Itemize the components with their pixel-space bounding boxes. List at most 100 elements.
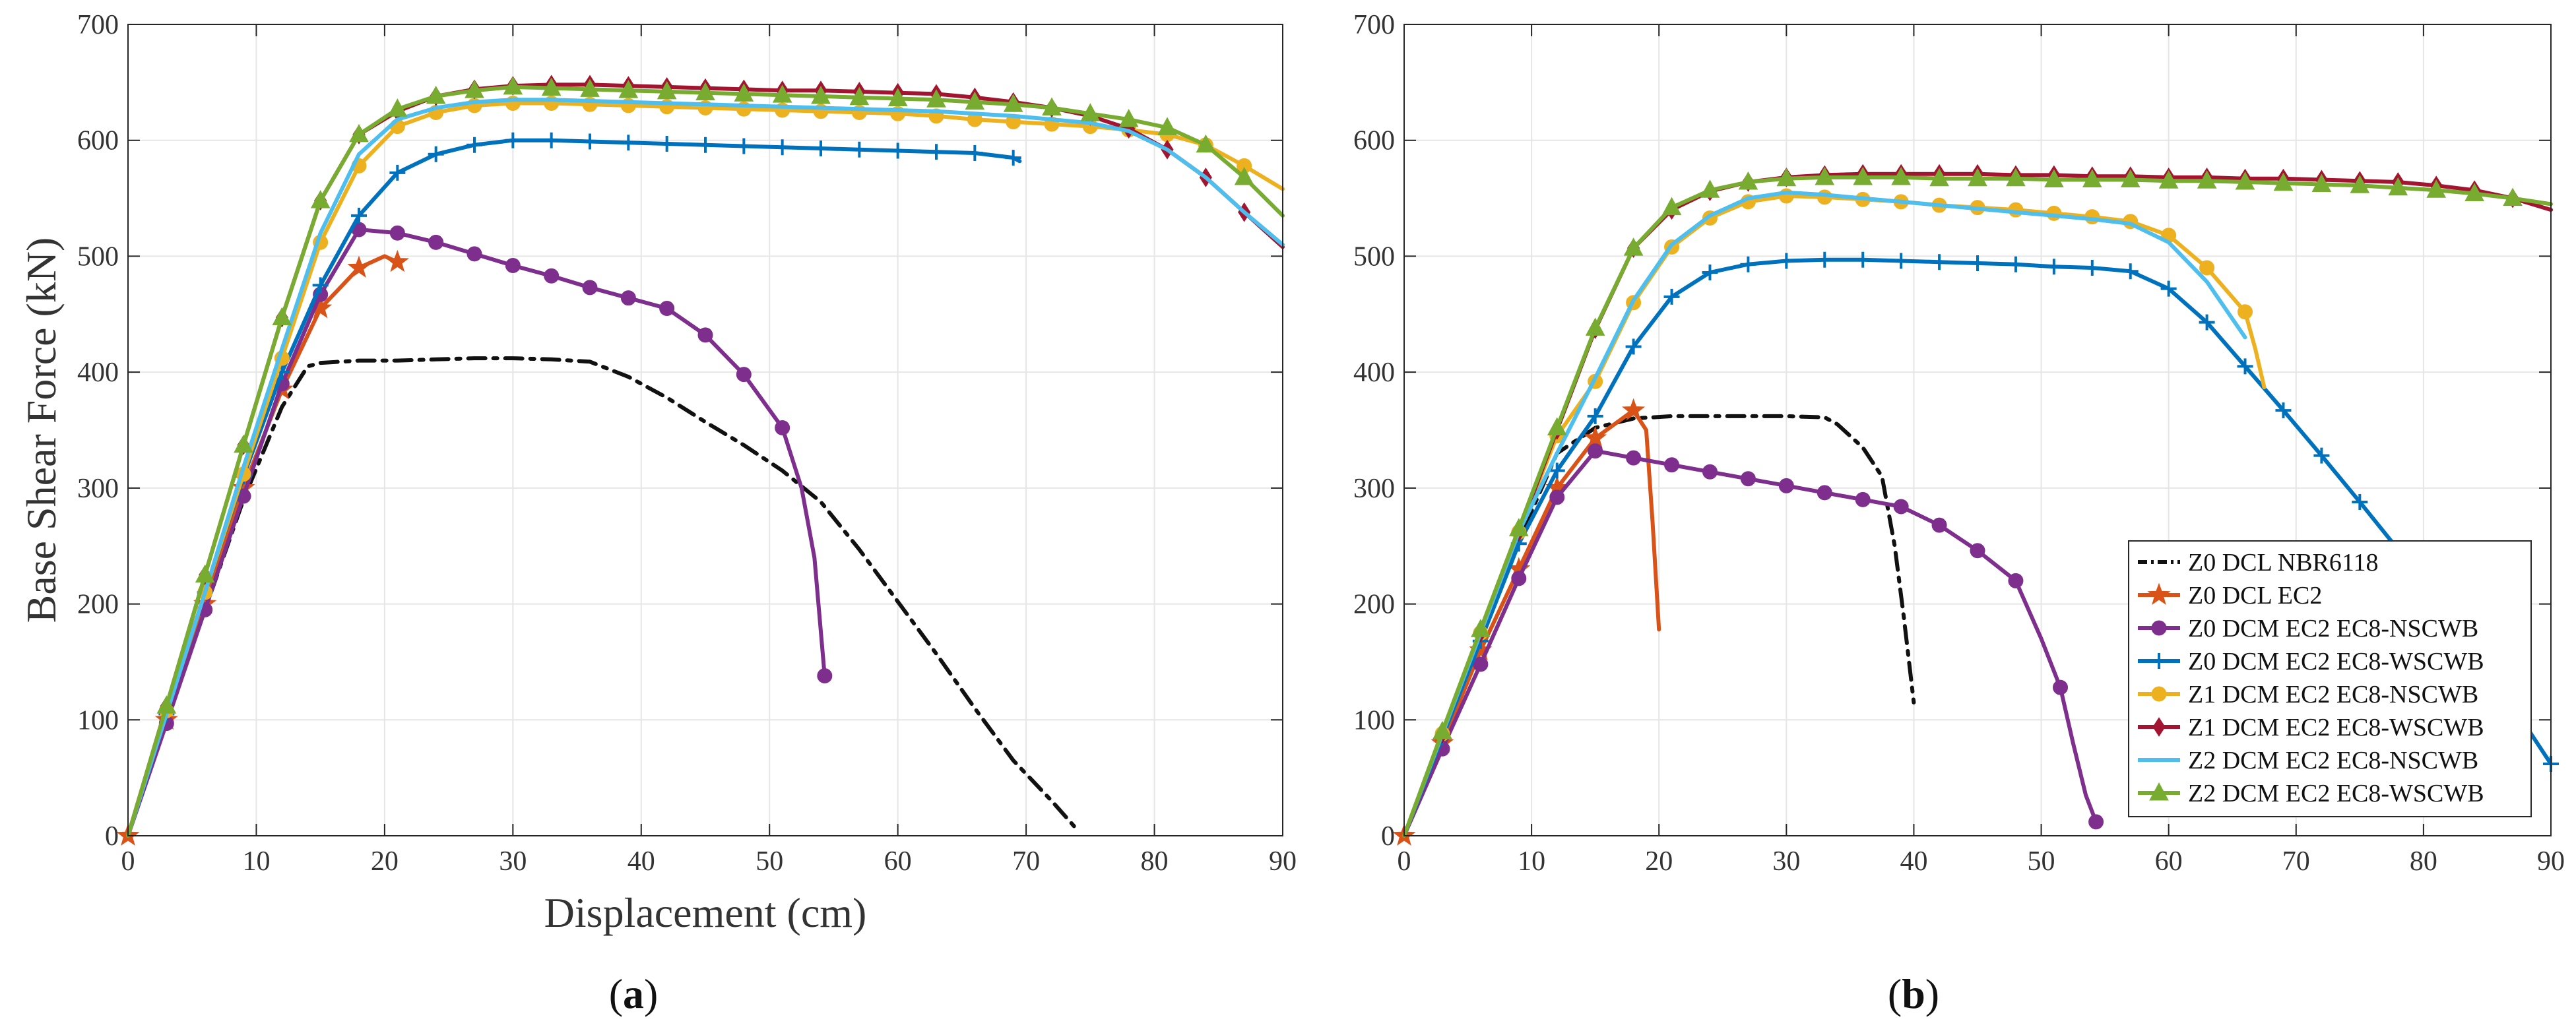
panel-a-z0-dcm-ec2-ec8-wscwb-point-6 xyxy=(389,164,406,181)
panel-a-xtick-3: 30 xyxy=(499,846,527,877)
panel-a-z2-dcm-ec2-ec8-wscwb-point-5 xyxy=(349,123,369,142)
panel-b-z2-dcm-ec2-ec8-wscwb-point-18 xyxy=(2120,169,2141,187)
panel-b-z0-dcm-ec2-ec8-nscwb-point-8 xyxy=(1740,471,1756,487)
panel-b-z0-dcm-ec2-ec8-wscwb-point-22 xyxy=(2275,402,2292,419)
panel-b-z0-dcm-ec2-ec8-wscwb-point-5 xyxy=(1625,338,1642,355)
panel-b-line-z0-dcl-ec2 xyxy=(1402,408,1661,838)
panel-b-xtick-3: 30 xyxy=(1772,846,1800,877)
panel-b-series-z2-dcm-ec2-ec8-nscwb xyxy=(1402,190,2247,838)
legend-marker-z0-dcm-ec2-ec8-nscwb xyxy=(2151,620,2167,636)
panel-a-xtick-1: 10 xyxy=(242,846,270,877)
panel-a-z0-dcm-ec2-ec8-nscwb-point-15 xyxy=(736,367,752,383)
panel-b-z0-dcm-ec2-ec8-nscwb-point-6 xyxy=(1664,457,1680,473)
panel-b-z2-dcm-ec2-ec8-wscwb-point-9 xyxy=(1776,168,1797,187)
panel-b-ytick-3: 300 xyxy=(1353,474,1395,504)
panel-a-z0-dcm-ec2-ec8-wscwb-point-22 xyxy=(1005,150,1021,166)
panel-b-z2-dcm-ec2-ec8-wscwb-point-6 xyxy=(1661,197,1682,216)
panel-b-z2-dcm-ec2-ec8-wscwb-point-23 xyxy=(2311,173,2332,192)
panel-b-ticks: 0 10 20 30 40 50 60 70 80 90 0 100 200 300 400 500 600 70… xyxy=(1353,10,2565,877)
panel-a-z2-dcm-ec2-ec8-wscwb-point-20 xyxy=(926,89,946,108)
panel-b-z2-dcm-ec2-ec8-wscwb-point-13 xyxy=(1929,168,1949,187)
panel-a-z0-dcm-ec2-ec8-wscwb-point-8 xyxy=(467,137,482,153)
panel-a-xtick-6: 60 xyxy=(884,846,912,877)
panel-a-z2-dcm-ec2-ec8-wscwb-point-24 xyxy=(1080,103,1101,121)
panel-a-z0-dcm-ec2-ec8-wscwb-point-16 xyxy=(774,139,790,156)
legend-label-z2-dcm-ec2-ec8-nscwb: Z2 DCM EC2 EC8-NSCWB xyxy=(2188,747,2478,774)
panel-b-xtick-0: 0 xyxy=(1398,846,1411,877)
panel-a-z0-dcm-ec2-ec8-wscwb-point-7 xyxy=(428,146,444,162)
panel-a-xtick-9: 90 xyxy=(1269,846,1297,877)
legend-label-z1-dcm-ec2-ec8-wscwb: Z1 DCM EC2 EC8-WSCWB xyxy=(2188,714,2484,741)
panel-b-axes-box xyxy=(1403,24,2552,836)
panel-b-z1-dcm-ec2-ec8-nscwb-point-20 xyxy=(2199,260,2215,276)
panel-b-z0-dcm-ec2-ec8-wscwb-point-10 xyxy=(1817,251,1833,268)
legend-box xyxy=(2128,540,2532,817)
panel-a-ytick-2: 200 xyxy=(77,590,119,620)
panel-a-z0-dcm-ec2-ec8-nscwb-point-11 xyxy=(582,280,598,296)
panel-b-z2-dcm-ec2-ec8-wscwb-point-5 xyxy=(1623,237,1644,256)
panel-a-z2-dcm-ec2-ec8-wscwb-point-8 xyxy=(465,80,484,98)
panel-b-z0-dcm-ec2-ec8-nscwb-point-16 xyxy=(2053,679,2069,695)
panel-a-z0-dcm-ec2-ec8-wscwb-point-17 xyxy=(813,141,829,157)
panel-b-z2-dcm-ec2-ec8-wscwb-point-17 xyxy=(2082,169,2102,187)
panel-a: 0 10 20 30 40 50 60 70 80 90 0 100 200 300 400 500 600 70… xyxy=(18,10,1297,1017)
panel-a-z2-dcm-ec2-ec8-wscwb-point-11 xyxy=(580,78,600,97)
panel-b-xtick-4: 40 xyxy=(1900,846,1927,877)
panel-a-z0-dcm-ec2-ec8-wscwb-point-10 xyxy=(543,132,560,148)
legend-label-z0-dcm-ec2-ec8-nscwb: Z0 DCM EC2 EC8-NSCWB xyxy=(2188,615,2478,643)
panel-a-z0-dcm-ec2-ec8-nscwb-point-7 xyxy=(428,234,444,250)
panel-b-label-open: ( xyxy=(1888,970,1902,1017)
panel-b-z0-dcm-ec2-ec8-nscwb-point-3 xyxy=(1549,489,1565,505)
panel-a-z2-dcm-ec2-ec8-wscwb-point-23 xyxy=(1042,97,1062,116)
legend-marker-z1-dcm-ec2-ec8-nscwb xyxy=(2151,686,2167,702)
legend: Z0 DCL NBR6118 Z0 DCL EC2 Z0 DCM EC2 EC8-N… xyxy=(2128,540,2532,817)
panel-a-z2-dcm-ec2-ec8-wscwb-point-27 xyxy=(1196,134,1216,153)
panel-a-z0-dcm-ec2-ec8-nscwb-point-10 xyxy=(544,268,560,284)
panel-b-label-close: ) xyxy=(1925,970,1939,1017)
panel-b-xtick-9: 90 xyxy=(2537,846,2565,877)
panel-b-ytick-2: 200 xyxy=(1353,590,1395,620)
legend-label-z1-dcm-ec2-ec8-nscwb: Z1 DCM EC2 EC8-NSCWB xyxy=(2188,681,2478,708)
panel-b-xtick-6: 60 xyxy=(2155,846,2183,877)
panel-a-z2-dcm-ec2-ec8-wscwb-point-21 xyxy=(965,91,985,110)
panel-a-z0-dcm-ec2-ec8-nscwb-point-16 xyxy=(775,420,790,435)
panel-b-ytick-7: 700 xyxy=(1353,10,1395,40)
panel-b-xtick-7: 70 xyxy=(2282,846,2310,877)
legend-label-z0-dcm-ec2-ec8-wscwb: Z0 DCM EC2 EC8-WSCWB xyxy=(2188,648,2484,675)
legend-item-z0-dcl-nbr6118: Z0 DCL NBR6118 xyxy=(2138,549,2379,577)
panel-a-z2-dcm-ec2-ec8-wscwb-point-7 xyxy=(426,85,446,104)
panel-b-ytick-4: 400 xyxy=(1353,358,1395,388)
legend-item-z0-dcm-ec2-ec8-wscwb: Z0 DCM EC2 EC8-WSCWB xyxy=(2138,648,2484,675)
panel-a-xtick-8: 80 xyxy=(1141,846,1169,877)
panel-b-z2-dcm-ec2-ec8-wscwb-point-10 xyxy=(1815,166,1835,185)
panel-b-series-z2-dcm-ec2-ec8-wscwb xyxy=(1402,166,2553,838)
panel-b-z0-dcm-ec2-ec8-nscwb-point-7 xyxy=(1702,464,1718,480)
panel-b-z0-dcm-ec2-ec8-wscwb-point-7 xyxy=(1702,265,1718,281)
panel-b-z2-dcm-ec2-ec8-wscwb-point-26 xyxy=(2426,179,2447,198)
legend-item-z2-dcm-ec2-ec8-nscwb: Z2 DCM EC2 EC8-NSCWB xyxy=(2138,747,2478,774)
panel-a-xtick-0: 0 xyxy=(121,846,135,877)
panel-a-z0-dcm-ec2-ec8-wscwb-point-14 xyxy=(697,137,713,153)
panel-a-z2-dcm-ec2-ec8-wscwb-point-2 xyxy=(234,434,253,453)
panel-b-ytick-5: 500 xyxy=(1353,241,1395,272)
panel-b-z0-dcm-ec2-ec8-nscwb-point-11 xyxy=(1855,491,1871,507)
panel-a-z0-dcm-ec2-ec8-nscwb-point-6 xyxy=(389,225,405,241)
panel-a-z2-dcm-ec2-ec8-wscwb-point-0 xyxy=(156,695,177,714)
panel-a-z2-dcm-ec2-ec8-wscwb-point-12 xyxy=(618,80,639,98)
panel-a-z0-dcm-ec2-ec8-wscwb-point-12 xyxy=(620,135,637,151)
panel-a-z2-dcm-ec2-ec8-wscwb-point-14 xyxy=(695,82,715,101)
panel-b-z2-dcm-ec2-ec8-wscwb-point-27 xyxy=(2464,183,2484,202)
panel-a-series-z2-dcm-ec2-ec8-wscwb xyxy=(126,76,1285,838)
panel-a-z0-dcm-ec2-ec8-wscwb-point-18 xyxy=(851,141,868,158)
panel-b-z0-dcm-ec2-ec8-nscwb-point-5 xyxy=(1626,450,1642,466)
panel-a-ytick-1: 100 xyxy=(77,705,119,736)
legend-marker-z0-dcl-ec2 xyxy=(2147,582,2171,605)
panel-a-curves xyxy=(116,75,1285,846)
panel-a-z0-dcm-ec2-ec8-wscwb-point-15 xyxy=(736,138,752,154)
panel-b-xtick-8: 80 xyxy=(2410,846,2437,877)
panel-a-z2-dcm-ec2-ec8-wscwb-point-10 xyxy=(541,77,562,96)
panel-a-label-close: ) xyxy=(644,970,658,1017)
panel-b-z0-dcm-ec2-ec8-wscwb-point-14 xyxy=(1970,255,1985,271)
panel-b-z0-dcm-ec2-ec8-nscwb-point-14 xyxy=(1970,543,1985,559)
